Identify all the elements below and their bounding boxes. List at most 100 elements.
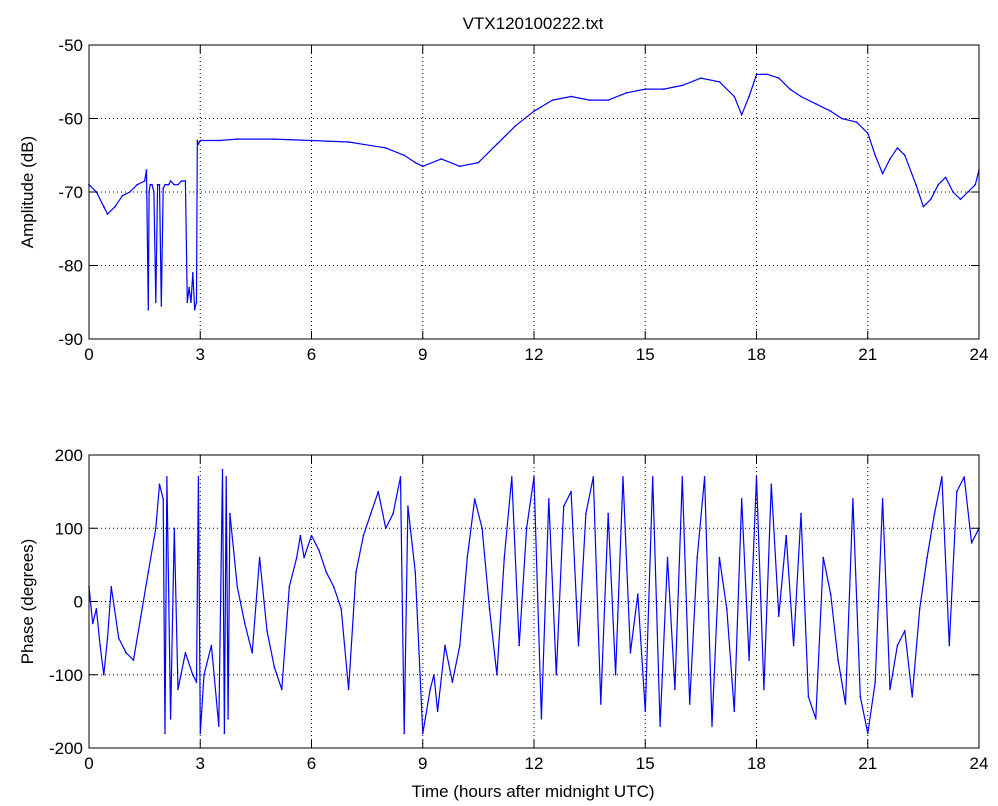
amplitude-data-point	[151, 183, 153, 186]
phase-data-point	[325, 571, 328, 573]
amplitude-data-point	[789, 88, 791, 90]
phase-data-point	[622, 476, 624, 478]
phase-data-point	[147, 571, 150, 573]
amplitude-data-point	[625, 91, 628, 94]
amplitude-x-tick-label: 24	[970, 345, 989, 364]
phase-y-tick-label: -200	[49, 739, 83, 758]
amplitude-data-point	[186, 301, 189, 304]
phase-data-point	[674, 688, 676, 691]
phase-data-point	[177, 688, 179, 691]
phase-data-point	[221, 468, 224, 471]
amplitude-x-tick-label: 0	[84, 345, 93, 364]
phase-x-tick-label: 0	[84, 754, 93, 773]
amplitude-data-point	[421, 165, 424, 168]
amplitude-data-point	[403, 154, 406, 157]
amplitude-data-point	[149, 183, 151, 186]
phase-data-point	[866, 732, 869, 735]
phase-data-point	[164, 732, 166, 735]
phase-data-point	[236, 586, 239, 588]
amplitude-data-point	[188, 286, 190, 289]
amplitude-data-point	[143, 180, 146, 182]
phase-data-point	[192, 673, 194, 676]
phase-data-point	[970, 542, 973, 544]
phase-data-point	[377, 490, 380, 493]
phase-data-point	[800, 512, 802, 515]
amplitude-x-tick-label: 3	[196, 345, 205, 364]
phase-data-point	[436, 710, 439, 713]
phase-data-point	[229, 512, 231, 515]
amplitude-data-point	[967, 191, 969, 193]
phase-data-point	[726, 608, 728, 610]
phase-data-point	[332, 586, 335, 588]
amplitude-data-point	[154, 301, 157, 304]
phase-data-point	[258, 556, 261, 559]
phase-x-axis-label: Time (hours after midnight UTC)	[411, 782, 654, 801]
phase-data-point	[540, 717, 543, 720]
amplitude-data-point	[180, 180, 183, 182]
phase-data-point	[158, 483, 161, 486]
phase-data-point	[822, 556, 825, 559]
phase-data-point	[763, 688, 765, 691]
amplitude-data-point	[889, 158, 891, 160]
amplitude-data-point	[414, 161, 417, 164]
phase-data-point	[629, 651, 632, 654]
phase-data-point	[703, 476, 706, 478]
phase-data-point	[103, 673, 105, 676]
phase-data-point	[433, 673, 435, 676]
phase-data-point	[488, 608, 491, 610]
phase-data-point	[295, 556, 298, 559]
amplitude-data-point	[147, 308, 150, 311]
phase-data-point	[125, 651, 127, 654]
phase-data-point	[195, 681, 198, 683]
phase-data-point	[785, 534, 787, 537]
phase-data-point	[770, 483, 773, 486]
phase-data-point	[340, 608, 342, 610]
phase-data-point	[184, 651, 187, 654]
phase-data-point	[926, 556, 928, 559]
phase-data-point	[459, 644, 461, 647]
amplitude-data-point	[199, 139, 202, 142]
phase-data-point	[837, 659, 839, 661]
phase-x-tick-label: 9	[418, 754, 427, 773]
phase-data-point	[904, 630, 906, 632]
phase-data-point	[217, 725, 220, 727]
amplitude-data-point	[700, 77, 702, 79]
amplitude-data-point	[160, 305, 163, 307]
amplitude-y-tick-label: -90	[58, 330, 83, 349]
phase-data-point	[518, 644, 520, 647]
amplitude-data-point	[128, 191, 131, 193]
amplitude-x-tick-label: 9	[418, 345, 427, 364]
amplitude-data-point	[459, 165, 461, 168]
amplitude-data-point	[384, 147, 387, 149]
amplitude-y-axis-label: Amplitude (dB)	[18, 136, 37, 248]
phase-data-point	[444, 644, 446, 647]
amplitude-x-tick-label: 15	[636, 345, 655, 364]
amplitude-data-point	[748, 95, 750, 98]
phase-data-point	[106, 637, 109, 639]
amplitude-x-tick-label: 21	[858, 345, 877, 364]
amplitude-data-point	[959, 198, 962, 201]
phase-data-point	[644, 710, 647, 713]
amplitude-data-point	[800, 95, 802, 98]
phase-data-point	[755, 476, 758, 478]
amplitude-data-point	[158, 183, 161, 186]
phase-data-point	[273, 666, 276, 669]
phase-y-tick-label: -100	[49, 666, 83, 685]
phase-data-point	[266, 630, 268, 632]
amplitude-y-tick-label: -70	[58, 183, 83, 202]
phase-x-tick-label: 21	[858, 754, 877, 773]
phase-data-point	[889, 688, 891, 691]
phase-data-point	[154, 527, 157, 530]
phase-data-point	[844, 703, 847, 705]
amplitude-data-point	[164, 183, 166, 186]
chart-title: VTX120100222.txt	[463, 14, 604, 33]
phase-x-tick-label: 6	[307, 754, 316, 773]
amplitude-data-point	[815, 103, 817, 105]
phase-data-point	[132, 659, 135, 661]
amplitude-data-point	[477, 161, 480, 164]
phase-data-point	[570, 490, 572, 493]
phase-data-point	[548, 498, 550, 500]
phase-data-point	[318, 549, 320, 552]
phase-data-point	[911, 695, 914, 698]
phase-y-tick-label: 200	[55, 446, 83, 465]
